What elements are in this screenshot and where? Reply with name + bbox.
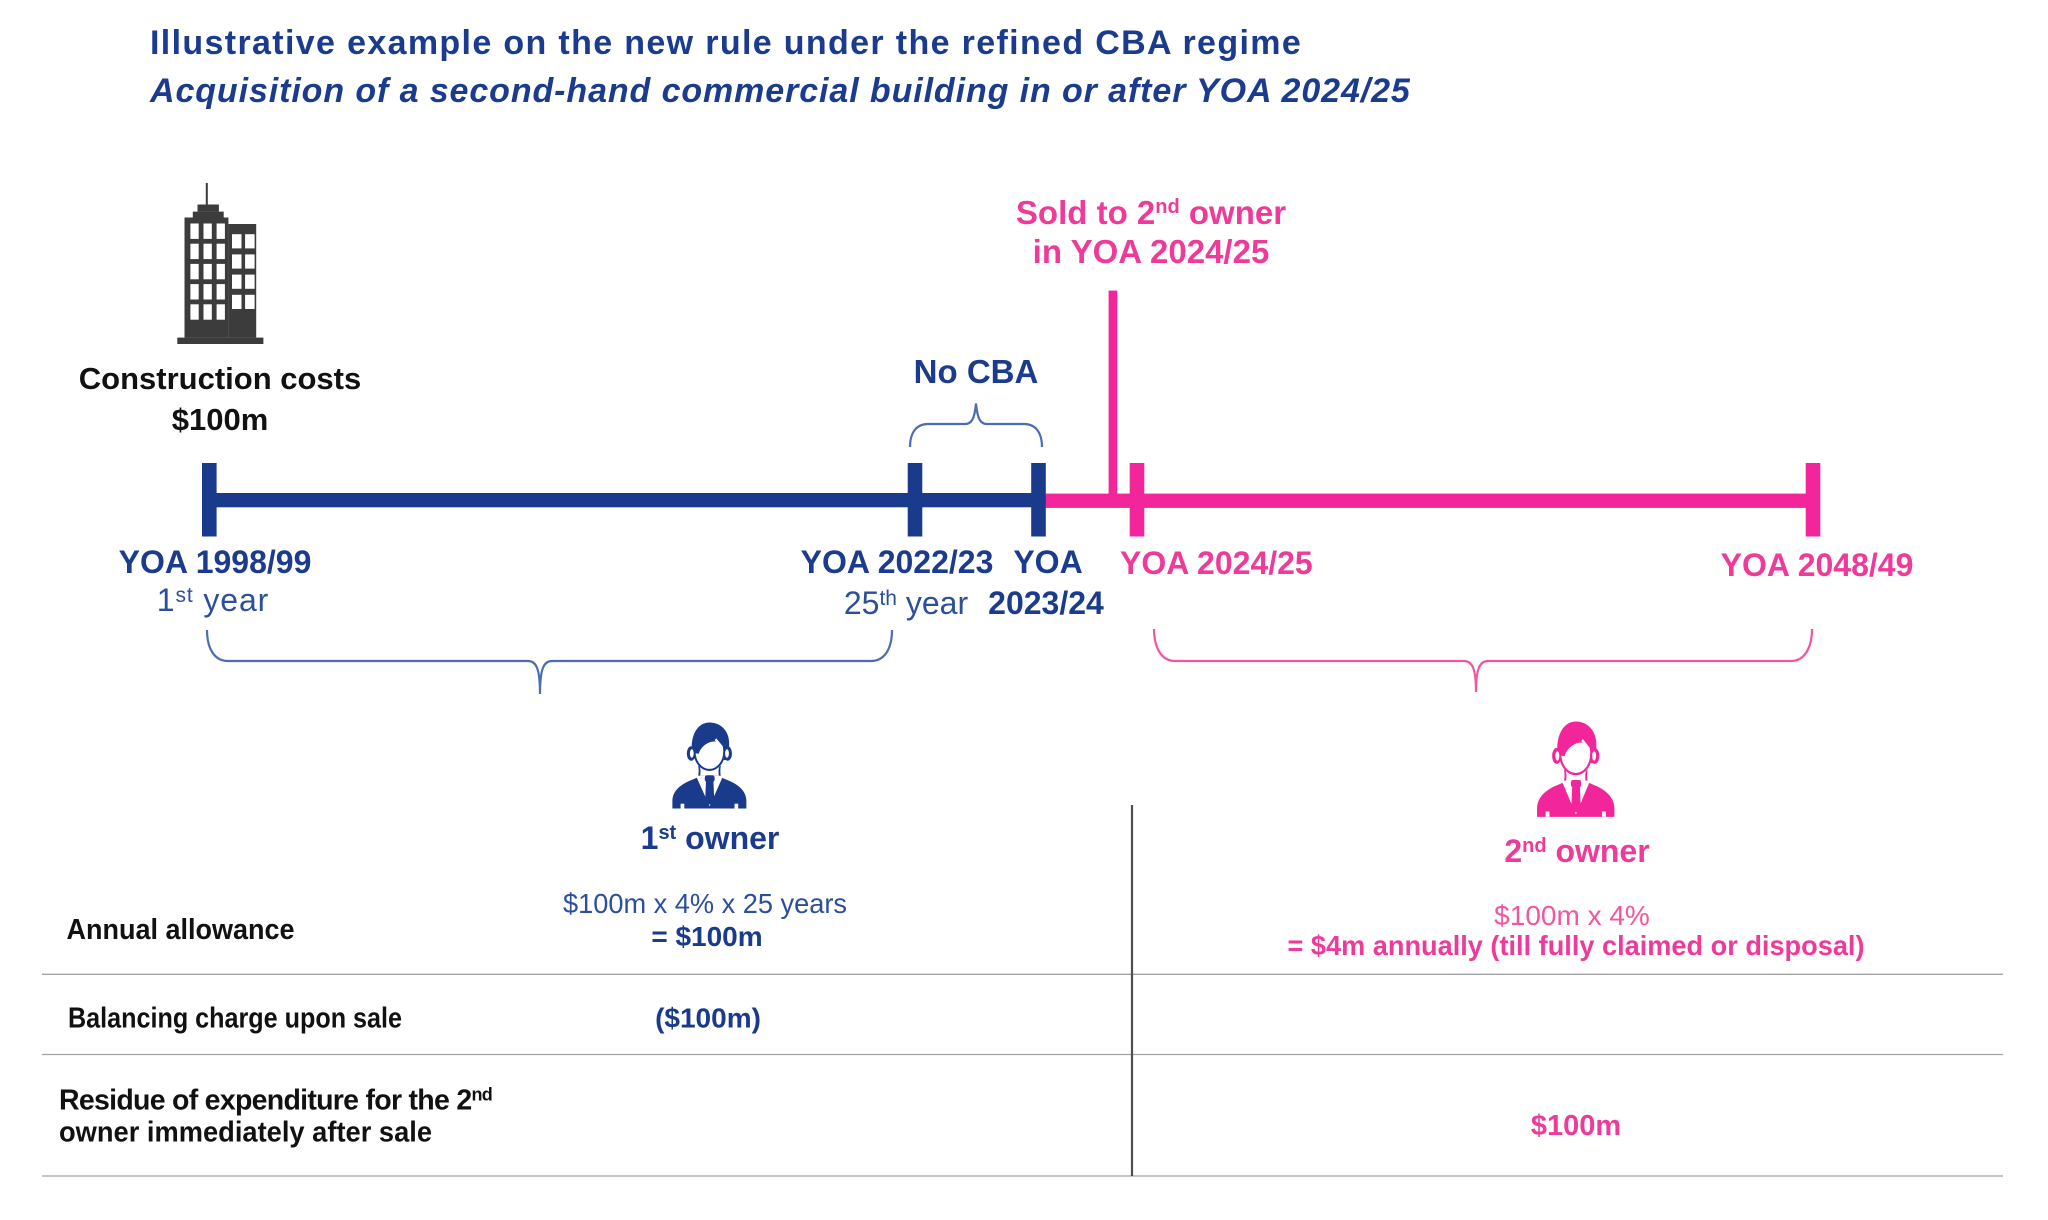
svg-text:owner immediately after sale: owner immediately after sale [59, 1116, 432, 1148]
svg-text:YOA 2022/23: YOA 2022/23 [801, 544, 994, 580]
svg-text:Annual allowance: Annual allowance [67, 914, 295, 946]
svg-text:2nd owner: 2nd owner [1504, 833, 1649, 869]
svg-text:YOA 2024/25: YOA 2024/25 [1120, 545, 1313, 581]
svg-text:$100m: $100m [1531, 1110, 1621, 1142]
svg-text:= $4m annually (till fully cla: = $4m annually (till fully claimed or di… [1288, 930, 1865, 961]
svg-text:in YOA 2024/25: in YOA 2024/25 [1033, 233, 1270, 270]
svg-text:Balancing charge upon sale: Balancing charge upon sale [68, 1003, 402, 1035]
svg-text:1st owner: 1st owner [641, 820, 780, 856]
svg-text:Illustrative example on the ne: Illustrative example on the new rule und… [150, 24, 1302, 62]
svg-text:($100m): ($100m) [655, 1003, 761, 1034]
svg-text:YOA 1998/99: YOA 1998/99 [119, 544, 312, 580]
svg-text:Construction costs: Construction costs [79, 361, 361, 396]
svg-text:= $100m: = $100m [651, 921, 762, 952]
svg-text:$100m x 4% x 25 years: $100m x 4% x 25 years [563, 888, 847, 919]
svg-text:YOA 2048/49: YOA 2048/49 [1721, 547, 1914, 583]
svg-text:No CBA: No CBA [914, 353, 1039, 390]
svg-text:25th year: 25th year [844, 585, 969, 621]
svg-text:1st year: 1st year [157, 582, 269, 618]
svg-text:2023/24: 2023/24 [988, 585, 1104, 621]
svg-text:Residue of expenditure for the: Residue of expenditure for the 2nd [59, 1085, 492, 1117]
svg-text:YOA: YOA [1013, 544, 1082, 580]
svg-text:$100m: $100m [172, 402, 269, 437]
svg-text:$100m x 4%: $100m x 4% [1494, 900, 1650, 931]
svg-text:Acquisition of a second-hand c: Acquisition of a second-hand commercial … [149, 72, 1411, 110]
svg-text:Sold to 2nd owner: Sold to 2nd owner [1016, 194, 1286, 231]
